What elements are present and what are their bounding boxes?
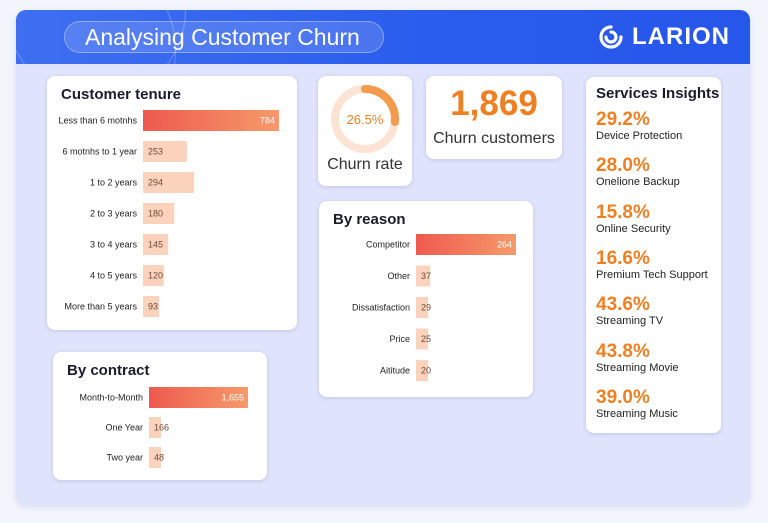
service-name: Premium Tech Support bbox=[596, 268, 708, 281]
bar bbox=[149, 417, 161, 438]
bar-category-label: Other bbox=[387, 271, 410, 281]
tenure-bar-chart: Less than 6 motnhs 784 6 motnhs to 1 year 2… bbox=[58, 110, 279, 317]
reason-card: By reason Competitor 264 Other 37 Dissatisfa… bbox=[319, 201, 533, 397]
bar-category-label: Price bbox=[389, 334, 410, 344]
service-name: Device Protection bbox=[596, 130, 683, 142]
larion-logo-icon bbox=[599, 25, 623, 49]
service-insight-item: 15.8% Online Security bbox=[596, 202, 671, 236]
dashboard: Analysing Customer Churn LARION Customer… bbox=[16, 10, 750, 505]
churn-rate-label: Churn rate bbox=[327, 156, 403, 173]
brand-name: LARION bbox=[632, 23, 730, 50]
churn-customers-label: Churn customers bbox=[433, 130, 555, 147]
tenure-card: Customer tenure Less than 6 motnhs 784 6 m… bbox=[47, 76, 297, 330]
bar-value-label: 120 bbox=[148, 271, 163, 281]
service-percentage: 43.8% bbox=[596, 340, 650, 362]
header-banner: Analysing Customer Churn LARION bbox=[16, 10, 750, 64]
bar-category-label: 4 to 5 years bbox=[90, 271, 138, 281]
churn-rate-value: 26.5% bbox=[347, 112, 384, 127]
reason-bar-chart: Competitor 264 Other 37 Dissatisfaction 29 Pri… bbox=[352, 234, 516, 381]
service-insight-item: 29.2% Device Protection bbox=[596, 109, 682, 143]
service-insight-item: 16.6% Premium Tech Support bbox=[596, 248, 708, 282]
bar bbox=[143, 234, 169, 255]
bar-category-label: Month-to-Month bbox=[79, 393, 143, 403]
bar-category-label: 2 to 3 years bbox=[90, 209, 138, 219]
bar bbox=[416, 297, 428, 318]
service-percentage: 28.0% bbox=[596, 155, 650, 177]
churn-customers-card: 1,869 Churn customers bbox=[426, 76, 562, 159]
bar-value-label: 253 bbox=[148, 147, 163, 157]
reason-title: By reason bbox=[333, 211, 406, 228]
service-percentage: 39.0% bbox=[596, 386, 650, 408]
service-name: Online Security bbox=[596, 222, 671, 235]
churn-rate-donut: 26.5% bbox=[331, 85, 399, 153]
bar bbox=[143, 172, 194, 193]
bar-value-label: 166 bbox=[154, 423, 169, 433]
services-title: Services Insights bbox=[596, 85, 720, 102]
contract-title: By contract bbox=[67, 362, 150, 379]
service-insight-item: 39.0% Streaming Music bbox=[596, 387, 678, 421]
bar-value-label: 180 bbox=[148, 209, 163, 219]
bar-value-label: 93 bbox=[148, 302, 158, 312]
bar-category-label: Two year bbox=[106, 453, 143, 463]
bar-value-label: 264 bbox=[497, 240, 512, 250]
bar bbox=[416, 328, 428, 350]
bar bbox=[416, 265, 431, 287]
bar-value-label: 37 bbox=[421, 271, 431, 281]
bar-value-label: 1,655 bbox=[221, 393, 244, 403]
services-card: Services Insights 29.2% Device Protection… bbox=[586, 77, 721, 433]
brand-logo: LARION bbox=[598, 22, 730, 52]
bar bbox=[416, 234, 516, 255]
service-insight-item: 43.8% Streaming Movie bbox=[596, 341, 679, 375]
service-percentage: 29.2% bbox=[596, 109, 650, 130]
bar-value-label: 20 bbox=[421, 366, 431, 376]
bar bbox=[143, 141, 187, 162]
bar-value-label: 294 bbox=[148, 178, 163, 188]
bar bbox=[143, 265, 164, 286]
service-insight-item: 28.0% Onelione Backup bbox=[596, 155, 680, 189]
bar-category-label: Aititude bbox=[380, 366, 410, 376]
service-percentage: 43.6% bbox=[596, 294, 650, 316]
service-percentage: 16.6% bbox=[596, 247, 650, 269]
service-name: Streaming TV bbox=[596, 315, 664, 328]
service-percentage: 15.8% bbox=[596, 201, 650, 223]
bar-value-label: 48 bbox=[154, 453, 164, 463]
bar bbox=[143, 296, 160, 317]
bar-category-label: 6 motnhs to 1 year bbox=[62, 147, 137, 157]
service-name: Streaming Music bbox=[596, 407, 678, 420]
bar-category-label: Competitor bbox=[366, 240, 410, 250]
bar-category-label: Less than 6 motnhs bbox=[58, 116, 137, 126]
service-name: Onelione Backup bbox=[596, 176, 680, 189]
bar-value-label: 145 bbox=[148, 240, 163, 250]
bar-value-label: 25 bbox=[421, 334, 431, 344]
bar-value-label: 784 bbox=[260, 116, 275, 126]
tenure-title: Customer tenure bbox=[61, 86, 182, 103]
churn-rate-card: 26.5% Churn rate bbox=[318, 76, 412, 186]
churn-customers-value: 1,869 bbox=[450, 84, 538, 123]
bar bbox=[416, 360, 428, 381]
bar-category-label: One Year bbox=[105, 423, 143, 433]
bar bbox=[143, 110, 279, 131]
bar-category-label: 3 to 4 years bbox=[90, 240, 138, 250]
bar-category-label: 1 to 2 years bbox=[90, 178, 138, 188]
donut-arc bbox=[331, 85, 399, 153]
bar bbox=[143, 203, 175, 224]
contract-card: By contract Month-to-Month 1,655 One Year 1… bbox=[53, 352, 267, 480]
bar bbox=[149, 387, 248, 408]
bar-category-label: Dissatisfaction bbox=[352, 303, 410, 313]
bar-category-label: More than 5 years bbox=[64, 302, 137, 312]
bar-value-label: 29 bbox=[421, 303, 431, 313]
contract-bar-chart: Month-to-Month 1,655 One Year 166 Two year 48 bbox=[79, 387, 248, 468]
service-insight-item: 43.6% Streaming TV bbox=[596, 294, 663, 328]
bar bbox=[149, 447, 161, 468]
page-title: Analysing Customer Churn bbox=[64, 21, 384, 53]
service-name: Streaming Movie bbox=[596, 361, 679, 374]
